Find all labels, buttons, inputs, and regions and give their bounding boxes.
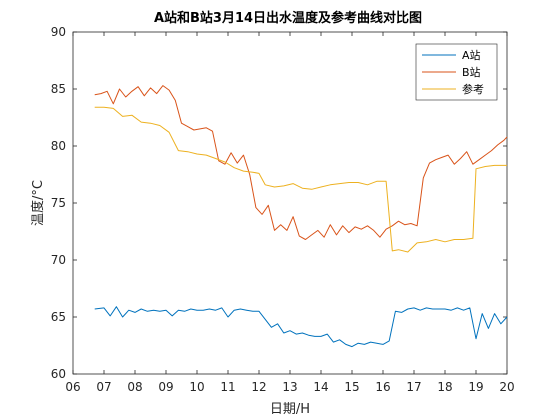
series-line-2 [94,106,507,253]
chart-title: A站和B站3月14日出水温度及参考曲线对比图 [154,10,422,26]
x-tick-label: 20 [499,380,514,394]
x-tick-label: 11 [220,380,235,394]
x-tick-label: 12 [251,380,266,394]
y-tick-label: 85 [51,82,66,96]
x-tick-label: 10 [189,380,204,394]
legend-label-0: A站 [462,48,481,62]
x-tick-label: 16 [375,380,390,394]
x-axis-ticks: 06 07 08 09 10 11 12 13 14 15 16 17 18 19 20 [65,32,515,394]
x-tick-label: 06 [65,380,80,394]
x-tick-label: 18 [437,380,452,394]
x-tick-label: 09 [158,380,173,394]
y-tick-label: 65 [51,310,66,324]
x-tick-label: 15 [344,380,359,394]
x-axis-label: 日期/H [270,402,310,417]
x-tick-label: 08 [127,380,142,394]
y-tick-label: 80 [51,139,66,153]
series-lines [94,85,508,348]
y-tick-label: 70 [51,253,66,267]
x-tick-label: 14 [313,380,328,394]
series-line-0 [94,306,508,348]
legend-label-2: 参考 [462,82,484,96]
y-tick-label: 90 [51,25,66,39]
x-tick-label: 07 [96,380,111,394]
x-tick-label: 17 [406,380,421,394]
y-tick-label: 60 [51,367,66,381]
series-line-1 [94,85,508,240]
x-tick-label: 19 [468,380,483,394]
legend-label-1: B站 [462,65,481,79]
y-axis-ticks: 60 65 70 75 80 85 90 [51,25,507,381]
y-tick-label: 75 [51,196,66,210]
x-tick-label: 13 [282,380,297,394]
y-axis-label: 温度/°C [30,180,46,226]
